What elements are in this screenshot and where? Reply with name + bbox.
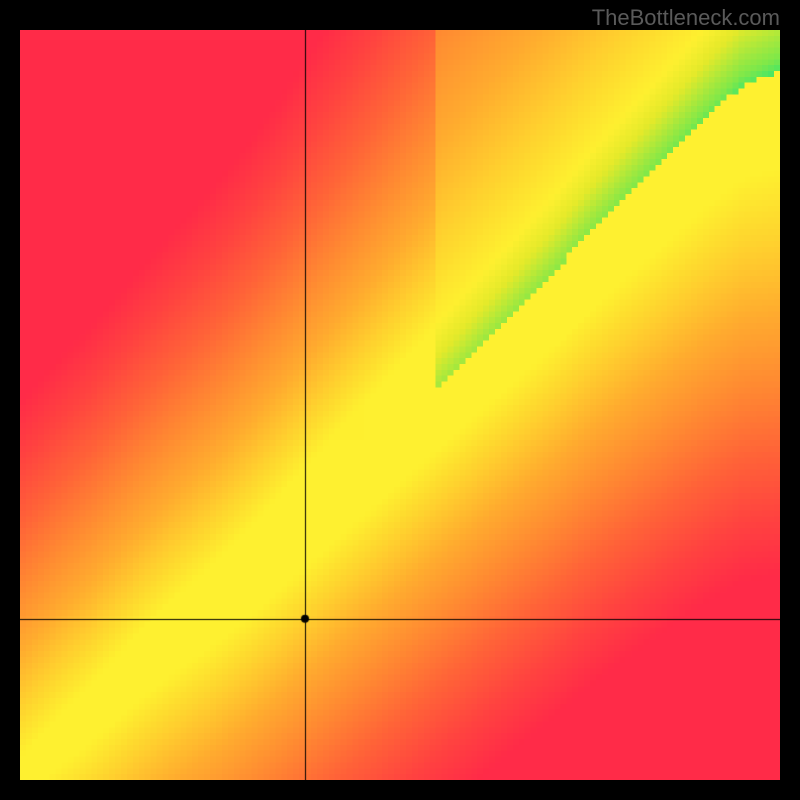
watermark-text: TheBottleneck.com bbox=[592, 5, 780, 31]
chart-frame: TheBottleneck.com bbox=[0, 0, 800, 800]
crosshair-overlay bbox=[20, 30, 780, 780]
